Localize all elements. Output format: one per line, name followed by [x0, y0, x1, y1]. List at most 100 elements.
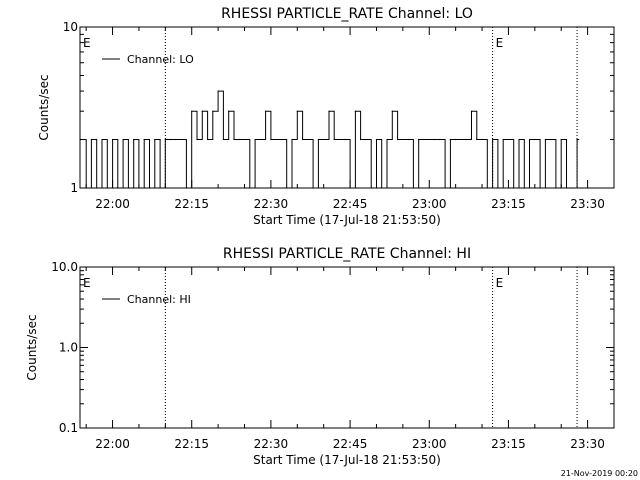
data-point — [280, 138, 283, 141]
data-point — [560, 138, 562, 141]
data-point — [212, 110, 214, 112]
x-tick-label: 23:15 — [491, 197, 526, 211]
data-point — [254, 138, 256, 141]
data-point — [360, 138, 362, 141]
data-point — [312, 187, 314, 189]
data-point — [481, 138, 483, 141]
data-point — [238, 138, 240, 141]
data-point — [507, 138, 510, 141]
chart-panel-1: RHESSI PARTICLE_RATE Channel: LO Counts/s… — [37, 6, 615, 227]
data-point — [576, 138, 578, 141]
data-point — [513, 187, 515, 189]
data-point — [154, 138, 156, 141]
y-tick-label: 1.0 — [59, 341, 78, 355]
data-point — [148, 187, 151, 189]
data-point — [111, 138, 114, 141]
data-point — [375, 138, 378, 141]
data-point — [550, 138, 552, 141]
data-point — [555, 187, 557, 189]
y-tick-label: 1 — [70, 181, 78, 195]
data-point — [127, 187, 129, 189]
chart-panel-2: RHESSI PARTICLE_RATE Channel: HI Counts/s… — [25, 246, 615, 467]
data-point — [534, 138, 536, 141]
x-tick-label: 23:30 — [570, 437, 605, 451]
data-point — [544, 138, 546, 141]
data-point — [418, 138, 420, 141]
x-tick-label: 22:30 — [254, 437, 289, 451]
data-point — [455, 138, 457, 141]
data-point — [344, 138, 346, 141]
data-point — [159, 187, 161, 189]
data-point — [571, 187, 573, 189]
data-point — [85, 187, 87, 189]
data-point — [201, 110, 203, 112]
data-point — [217, 90, 219, 92]
data-point — [101, 138, 103, 141]
data-point — [381, 187, 383, 189]
chart-title: RHESSI PARTICLE_RATE Channel: HI — [223, 246, 471, 262]
data-point — [396, 138, 399, 141]
event-marker-label: E — [496, 276, 504, 290]
data-point — [328, 110, 330, 112]
data-point — [270, 138, 272, 141]
data-point — [349, 187, 351, 189]
x-axis-label: Start Time (17-Jul-18 21:53:50) — [253, 453, 441, 467]
data-point — [265, 110, 267, 112]
data-point — [291, 138, 293, 141]
data-point — [133, 138, 135, 141]
data-point — [96, 187, 98, 189]
data-point — [233, 138, 235, 141]
data-point — [523, 187, 525, 189]
data-point — [90, 138, 93, 141]
data-point — [391, 110, 393, 112]
data-point — [518, 138, 520, 141]
x-tick-label: 23:15 — [491, 437, 526, 451]
data-point — [143, 138, 145, 141]
data-point — [185, 187, 188, 189]
legend-entry: Channel: LO — [127, 53, 194, 66]
data-point — [196, 138, 198, 141]
data-point — [180, 138, 182, 141]
event-marker-label: E — [496, 36, 504, 50]
data-point — [338, 138, 341, 141]
data-point — [259, 138, 261, 141]
data-point — [275, 138, 277, 141]
data-point — [539, 187, 541, 189]
data-point — [164, 138, 166, 141]
y-tick-label: 10.0 — [51, 260, 78, 274]
data-point — [296, 110, 298, 112]
data-point — [476, 138, 478, 141]
x-tick-label: 22:30 — [254, 197, 289, 211]
data-point — [317, 138, 320, 141]
data-point — [106, 187, 108, 189]
y-axis-label: Counts/sec — [37, 74, 51, 140]
data-point — [301, 138, 304, 141]
data-point — [460, 138, 462, 141]
data-point — [243, 138, 246, 141]
data-point — [470, 110, 473, 112]
x-tick-label: 22:45 — [333, 437, 368, 451]
data-point — [439, 138, 441, 141]
data-point — [370, 187, 372, 189]
data-point — [365, 138, 367, 141]
data-point — [449, 138, 451, 141]
x-tick-label: 22:15 — [174, 197, 209, 211]
data-point — [528, 138, 531, 141]
data-point — [444, 187, 446, 189]
data-point — [412, 187, 415, 189]
x-tick-label: 22:45 — [333, 197, 368, 211]
x-axis-label: Start Time (17-Jul-18 21:53:50) — [253, 213, 441, 227]
legend-entry: Channel: HI — [127, 293, 191, 306]
event-marker-label: E — [83, 276, 91, 290]
data-point — [191, 110, 193, 112]
data-point — [307, 138, 309, 141]
chart-title: RHESSI PARTICLE_RATE Channel: LO — [221, 6, 473, 22]
data-point — [170, 138, 172, 141]
x-tick-label: 23:30 — [570, 197, 605, 211]
event-marker-label: E — [83, 36, 91, 50]
data-point — [354, 110, 356, 112]
x-tick-label: 23:00 — [412, 437, 447, 451]
data-point — [491, 138, 494, 141]
data-point — [249, 187, 251, 189]
